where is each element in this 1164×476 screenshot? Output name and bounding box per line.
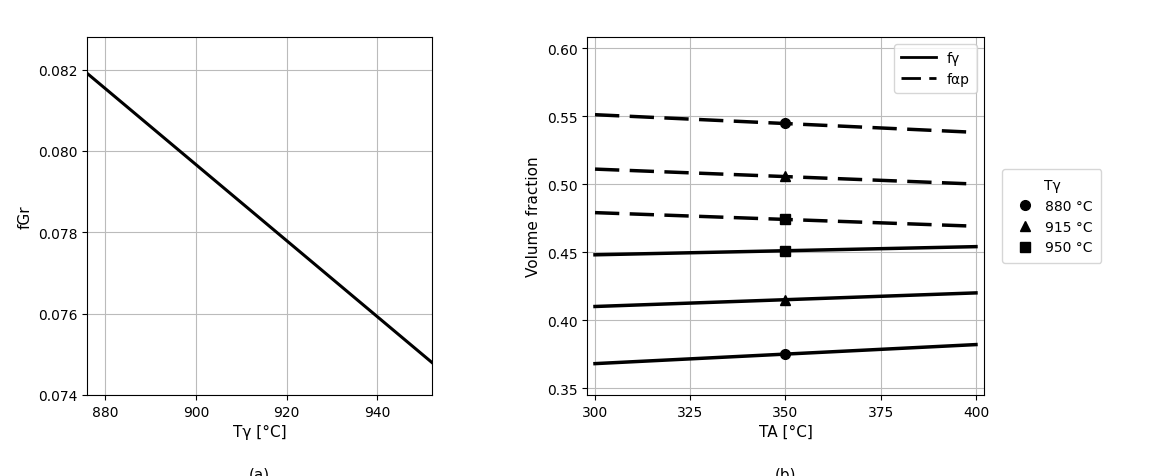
Y-axis label: fGr: fGr bbox=[17, 205, 33, 228]
Legend: 880 °C, 915 °C, 950 °C: 880 °C, 915 °C, 950 °C bbox=[1002, 170, 1101, 263]
X-axis label: TA [°C]: TA [°C] bbox=[759, 424, 812, 439]
Y-axis label: Volume fraction: Volume fraction bbox=[526, 157, 541, 277]
Text: (b): (b) bbox=[775, 466, 796, 476]
Text: (a): (a) bbox=[249, 466, 270, 476]
X-axis label: Tγ [°C]: Tγ [°C] bbox=[233, 424, 286, 439]
